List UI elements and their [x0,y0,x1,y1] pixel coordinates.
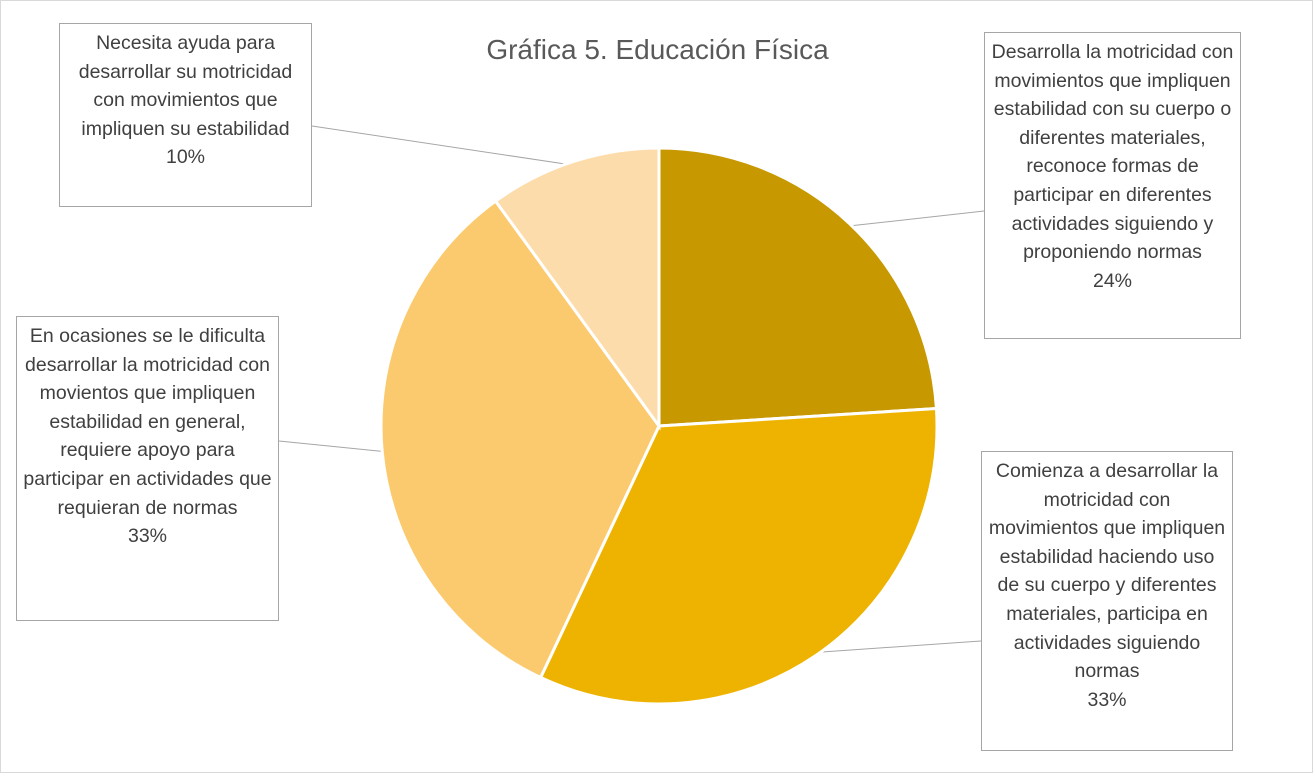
chart-title: Gráfica 5. Educación Física [486,34,829,65]
slice-1-percent: 24% [1092,269,1133,292]
slice-4-percent: 10% [165,146,206,169]
callout-slice-1: Desarrolla la motricidad con movimientos… [984,32,1241,339]
callout-slice-3: En ocasiones se le dificulta desarrollar… [16,316,279,621]
callout-slice-4: Necesita ayuda para desarrollar su motri… [59,23,312,207]
leader-line-1 [846,210,985,227]
pie-slice-4 [493,146,661,431]
pie-slice-2 [538,406,939,706]
pie-slice-1 [657,146,939,428]
pie-slice-3 [379,198,661,680]
slice-3-label: En ocasiones se le dificulta desarrollar… [23,325,272,519]
leader-lines [278,125,985,654]
leader-line-4 [311,125,575,166]
callout-slice-2: Comienza a desarrollar la motricidad con… [981,451,1233,751]
leader-line-2 [812,640,982,654]
slice-1-label: Desarrolla la motricidad con movimientos… [991,41,1234,264]
slice-2-label: Comienza a desarrollar la motricidad con… [988,460,1226,683]
slice-4-label: Necesita ayuda para desarrollar su motri… [78,32,293,140]
slice-2-percent: 33% [1087,688,1127,711]
slice-3-percent: 33% [127,525,168,548]
pie-slices [379,146,939,706]
leader-line-3 [278,440,387,453]
